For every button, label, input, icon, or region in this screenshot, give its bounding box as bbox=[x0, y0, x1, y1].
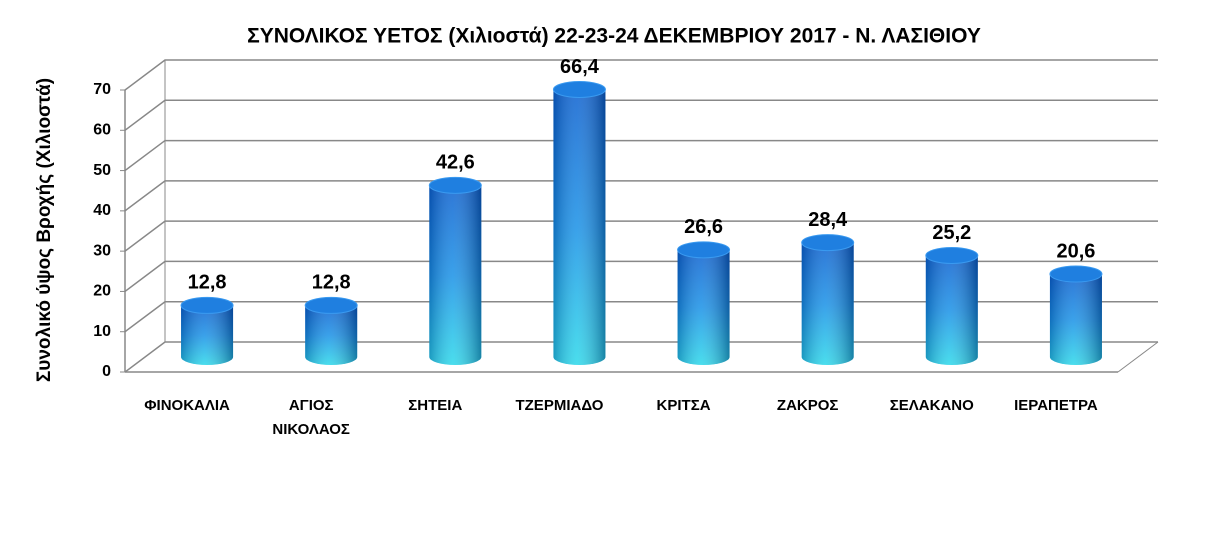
bar-top bbox=[304, 296, 358, 314]
grid-line bbox=[124, 341, 1158, 373]
x-tick-label: ΖΑΚΡΟΣ bbox=[777, 397, 839, 414]
x-tick-label: ΤΖΕΡΜΙΑΔΟ bbox=[515, 397, 603, 414]
grid-line bbox=[124, 139, 1158, 172]
value-label: 66,4 bbox=[560, 56, 600, 78]
bar-top bbox=[1049, 265, 1103, 283]
chart-title: ΣΥΝΟΛΙΚΟΣ ΥΕΤΟΣ (Χιλιοστά) 22-23-24 ΔΕΚΕ… bbox=[247, 25, 981, 48]
value-label: 12,8 bbox=[312, 272, 351, 294]
bar-shade bbox=[181, 305, 234, 365]
grid-line bbox=[124, 99, 1158, 131]
value-label: 28,4 bbox=[808, 209, 848, 231]
value-label: 20,6 bbox=[1056, 240, 1095, 262]
bar-top bbox=[677, 241, 731, 259]
y-tick-label: 0 bbox=[102, 363, 111, 380]
x-tick-label: ΙΕΡΑΠΕΤΡΑ bbox=[1014, 397, 1098, 414]
grid-line bbox=[124, 220, 1158, 252]
grid-line bbox=[124, 300, 1158, 333]
bar-shade bbox=[553, 89, 606, 365]
x-tick-label: ΑΓΙΟΣ ΝΙΚΟΛΑΟΣ bbox=[272, 397, 350, 438]
y-tick-label: 20 bbox=[93, 283, 111, 300]
bar-shade bbox=[677, 249, 730, 365]
bar-shade bbox=[429, 185, 482, 365]
value-label: 42,6 bbox=[436, 152, 475, 174]
x-tick-label: ΣΕΛΑΚΑΝΟ bbox=[890, 397, 974, 414]
y-tick-label: 10 bbox=[93, 323, 111, 340]
value-label: 25,2 bbox=[932, 222, 971, 244]
value-label: 26,6 bbox=[684, 216, 723, 238]
bar-shade bbox=[925, 255, 978, 365]
y-tick-label: 40 bbox=[93, 202, 111, 219]
bar-shade bbox=[1049, 274, 1102, 365]
grid-line bbox=[124, 180, 1158, 212]
bar-top bbox=[925, 246, 979, 264]
bar-top bbox=[180, 296, 234, 314]
bar-top bbox=[552, 81, 606, 99]
y-tick-label: 50 bbox=[93, 162, 111, 179]
grid-line bbox=[124, 59, 1158, 91]
x-tick-label: ΚΡΙΤΣΑ bbox=[657, 397, 711, 414]
y-tick-label: 60 bbox=[93, 122, 111, 139]
y-tick-label: 70 bbox=[93, 81, 111, 98]
value-label: 12,8 bbox=[188, 272, 227, 294]
axis-line bbox=[1117, 341, 1159, 373]
bar-shade bbox=[801, 242, 854, 365]
y-axis-label: Συνολικό ύψος Βροχής (Χιλιοστά) bbox=[34, 78, 55, 382]
x-tick-label: ΣΗΤΕΙΑ bbox=[408, 397, 462, 414]
bar-top bbox=[801, 234, 855, 252]
bar-top bbox=[428, 176, 482, 194]
x-tick-label: ΦΙΝΟΚΑΛΙΑ bbox=[144, 397, 230, 414]
y-tick-label: 30 bbox=[93, 242, 111, 259]
bar-shade bbox=[305, 305, 358, 365]
grid-line bbox=[124, 260, 1158, 293]
